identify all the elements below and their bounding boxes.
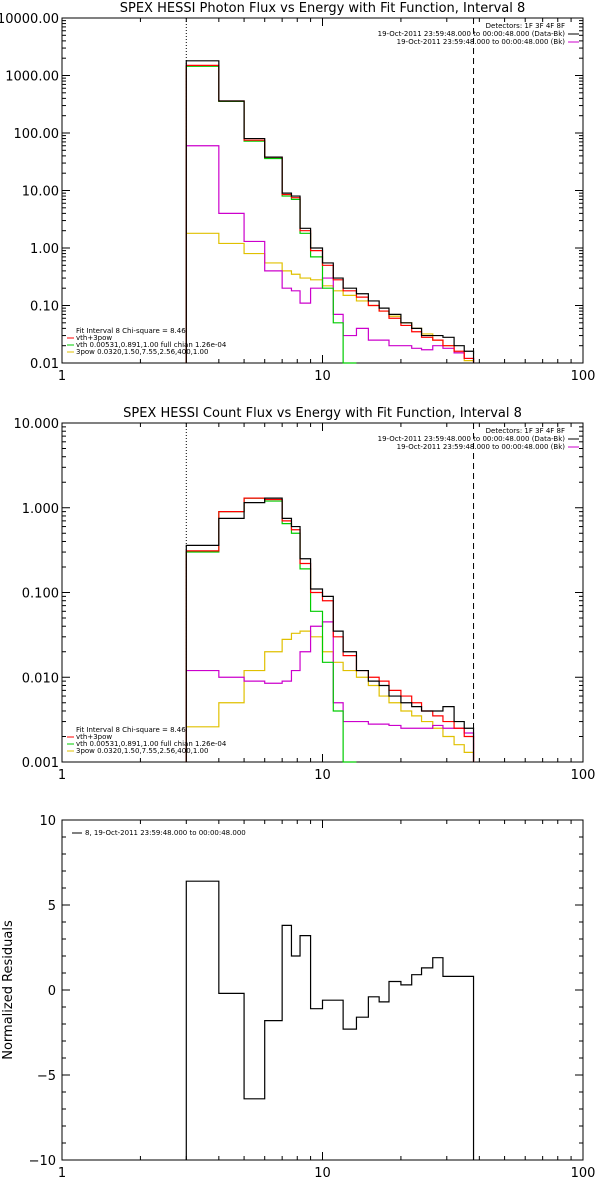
x-tick-label: 1 (58, 369, 66, 384)
series-line-residuals (185, 880, 475, 1160)
x-tick-label: 10 (314, 1166, 331, 1181)
y-tick-label: 10000.00 (0, 12, 59, 27)
chart-panel-1: SPEX HESSI Photon Flux vs Energy with Fi… (0, 1, 595, 384)
series-line-vth-3pow (185, 64, 475, 363)
plot-frame (61, 17, 584, 364)
y-tick-label: 1.00 (30, 242, 59, 257)
legend-bottom-entry: vth+3pow (76, 733, 112, 741)
legend-bottom-entry: vth 0.00531,0.891,1.00 full chian 1.26e-… (76, 341, 227, 349)
y-tick-label: 1.000 (22, 502, 59, 517)
legend-top-entry: 19-Oct-2011 23:59:48.000 to 00:00:48.000… (397, 38, 566, 46)
x-tick-label: 100 (571, 369, 596, 384)
y-tick-label: −10 (29, 1154, 56, 1169)
legend-bottom-entry: Fit Interval 8 Chi-square = 8.46 (76, 726, 186, 734)
y-tick-label: 1000.00 (5, 70, 59, 85)
chart-title: SPEX HESSI Photon Flux vs Energy with Fi… (120, 1, 526, 16)
y-axis-label: Normalized Residuals (1, 920, 16, 1060)
x-tick-label: 100 (571, 768, 596, 783)
series-line-vth (185, 65, 357, 364)
y-tick-label: 0.001 (22, 756, 59, 771)
x-tick-label: 10 (314, 369, 331, 384)
legend-top-entry: 19-Oct-2011 23:59:48.000 to 00:00:48.000… (397, 443, 566, 451)
chart-title: SPEX HESSI Count Flux vs Energy with Fit… (123, 406, 522, 421)
y-tick-label: 10 (39, 814, 56, 829)
series-line-vth (185, 497, 357, 763)
series-line-3pow (185, 232, 475, 363)
series-line-3pow (185, 630, 475, 762)
y-tick-label: 0.010 (22, 671, 59, 686)
y-tick-label: 5 (48, 899, 56, 914)
plot-frame (61, 819, 584, 1161)
series-line-bk (185, 621, 475, 762)
legend-bottom-entry: Fit Interval 8 Chi-square = 8.46 (76, 327, 186, 335)
y-tick-label: 0.01 (30, 357, 59, 372)
legend-top-entry: 19-Oct-2011 23:59:48.000 to 00:00:48.000… (378, 30, 566, 38)
legend-bottom-entry: 3pow 0.0320,1.50,7.55,2.56,400,1.00 (76, 747, 208, 755)
y-tick-label: 100.00 (14, 127, 60, 142)
legend-bottom-entry: vth+3pow (76, 334, 112, 342)
y-tick-label: 0 (48, 984, 56, 999)
legend-top-entry: Detectors: 1F 3F 4F 8F (486, 427, 565, 435)
x-tick-label: 10 (314, 768, 331, 783)
series-line-vth-3pow (185, 497, 475, 762)
chart-panel-3: 1 10 100 −10 −5 0 5 10 Normalized Residuals 8, 19… (1, 814, 595, 1181)
chart-panel-2: SPEX HESSI Count Flux vs Energy with Fit… (14, 406, 596, 783)
y-tick-label: 0.100 (22, 587, 59, 602)
legend-top-entry: Detectors: 1F 3F 4F 8F (486, 22, 565, 30)
legend-bottom-entry: vth 0.00531,0.891,1.00 full chian 1.26e-… (76, 740, 227, 748)
x-tick-label: 1 (58, 1166, 66, 1181)
series-line-data-bk (185, 60, 475, 363)
legend-top-entry: 8, 19-Oct-2011 23:59:48.000 to 00:00:48.… (85, 829, 246, 837)
y-tick-label: 10.00 (22, 185, 59, 200)
y-tick-label: 10.000 (14, 417, 60, 432)
x-tick-label: 100 (571, 1166, 596, 1181)
x-tick-label: 1 (58, 768, 66, 783)
y-tick-label: −5 (37, 1069, 56, 1084)
series-line-data-bk (185, 497, 475, 762)
legend-bottom-entry: 3pow 0.0320,1.50,7.55,2.56,400,1.00 (76, 348, 208, 356)
legend-top-entry: 19-Oct-2011 23:59:48.000 to 00:00:48.000… (378, 435, 566, 443)
y-tick-label: 0.10 (30, 300, 59, 315)
series-line-bk (185, 145, 475, 363)
